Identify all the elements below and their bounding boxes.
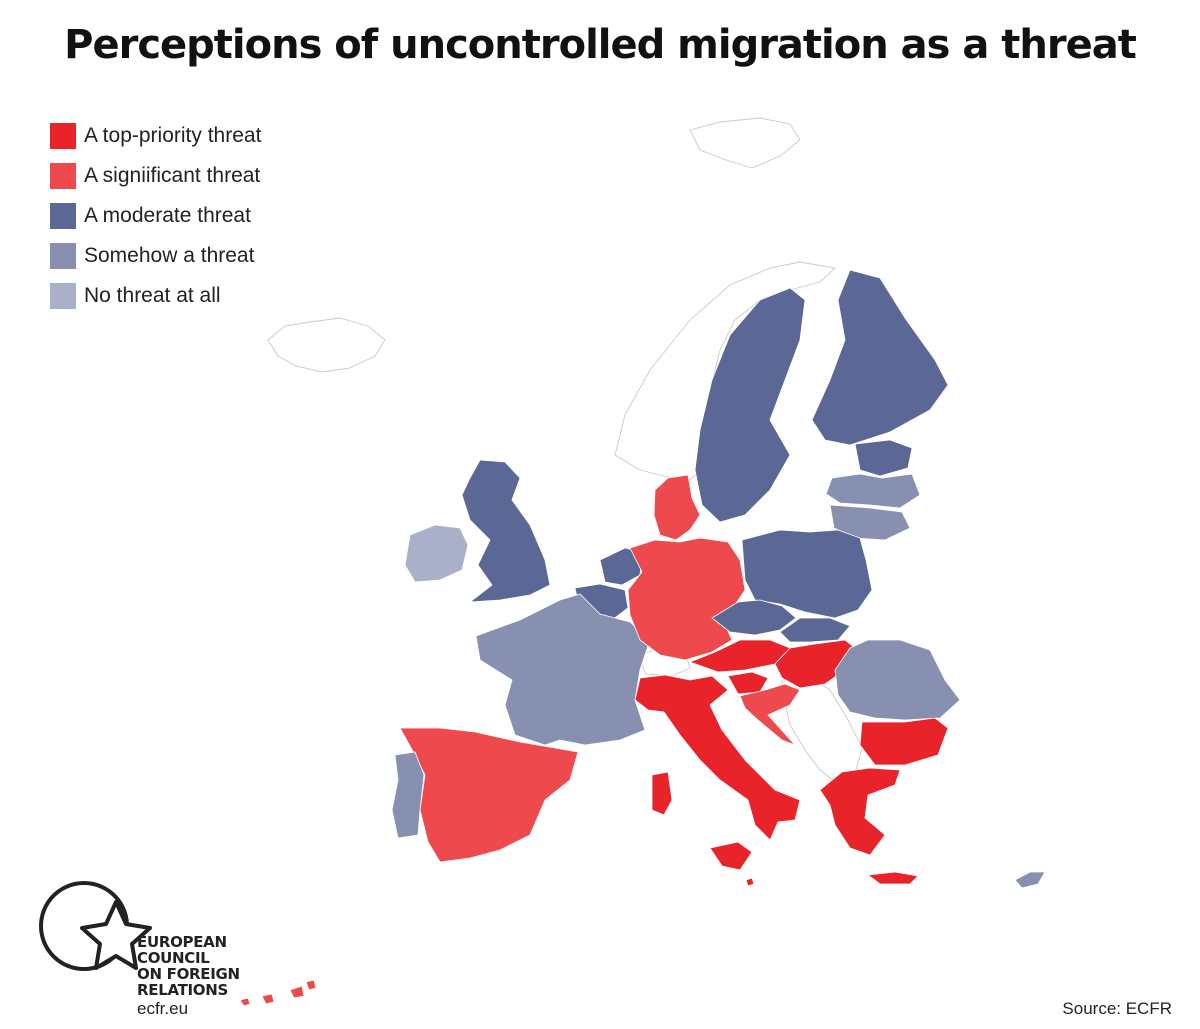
legend: A top-priority threat A signiificant thr… <box>50 116 261 316</box>
legend-item: A top-priority threat <box>50 116 261 156</box>
country-denmark <box>653 474 701 541</box>
country-bulgaria <box>859 717 949 766</box>
legend-label: Somehow a threat <box>84 244 255 267</box>
legend-item: A signiificant threat <box>50 156 261 196</box>
logo-text: EUROPEAN COUNCIL ON FOREIGN RELATIONS <box>137 934 240 998</box>
legend-label: A top-priority threat <box>84 124 262 147</box>
legend-label: A signiificant threat <box>84 164 261 187</box>
country-sardinia <box>651 771 673 816</box>
logo-line: ON FOREIGN <box>137 965 240 983</box>
legend-item: A moderate threat <box>50 196 261 236</box>
svalbard-outline <box>689 117 801 169</box>
country-estonia <box>854 439 913 477</box>
legend-label: A moderate threat <box>84 204 251 227</box>
legend-swatch <box>50 243 76 269</box>
logo-url: ecfr.eu <box>137 999 189 1018</box>
country-sweden <box>694 287 806 523</box>
star-icon <box>80 900 152 970</box>
country-sicily <box>709 841 753 871</box>
legend-swatch <box>50 123 76 149</box>
legend-label: No threat at all <box>84 284 221 307</box>
logo-line: RELATIONS <box>137 981 229 999</box>
ecfr-logo <box>39 881 152 971</box>
country-cyprus <box>1014 871 1046 889</box>
country-czech <box>711 599 797 636</box>
legend-swatch <box>50 163 76 189</box>
country-croatia <box>739 683 801 746</box>
country-finland <box>811 269 949 446</box>
legend-swatch <box>50 203 76 229</box>
legend-item: No threat at all <box>50 276 261 316</box>
country-slovakia <box>779 617 851 643</box>
map-title: Perceptions of uncontrolled migration as… <box>64 22 1137 68</box>
iceland-outline <box>267 317 386 373</box>
country-italy <box>634 674 801 841</box>
country-ireland <box>404 524 469 583</box>
country-latvia <box>825 473 921 509</box>
country-slovenia <box>727 671 769 695</box>
country-spain <box>399 727 579 863</box>
country-greece <box>819 767 901 856</box>
logo-line: EUROPEAN <box>137 933 227 951</box>
country-france <box>475 593 651 746</box>
country-germany <box>627 537 746 661</box>
country-crete <box>866 871 919 885</box>
legend-swatch <box>50 283 76 309</box>
country-romania <box>834 639 961 721</box>
country-malta <box>745 877 755 887</box>
country-canaries <box>239 979 317 1007</box>
logo-line: COUNCIL <box>137 949 210 967</box>
legend-item: Somehow a threat <box>50 236 261 276</box>
source-note: Source: ECFR <box>1062 999 1172 1018</box>
country-uk <box>461 459 551 603</box>
country-portugal <box>391 751 425 839</box>
